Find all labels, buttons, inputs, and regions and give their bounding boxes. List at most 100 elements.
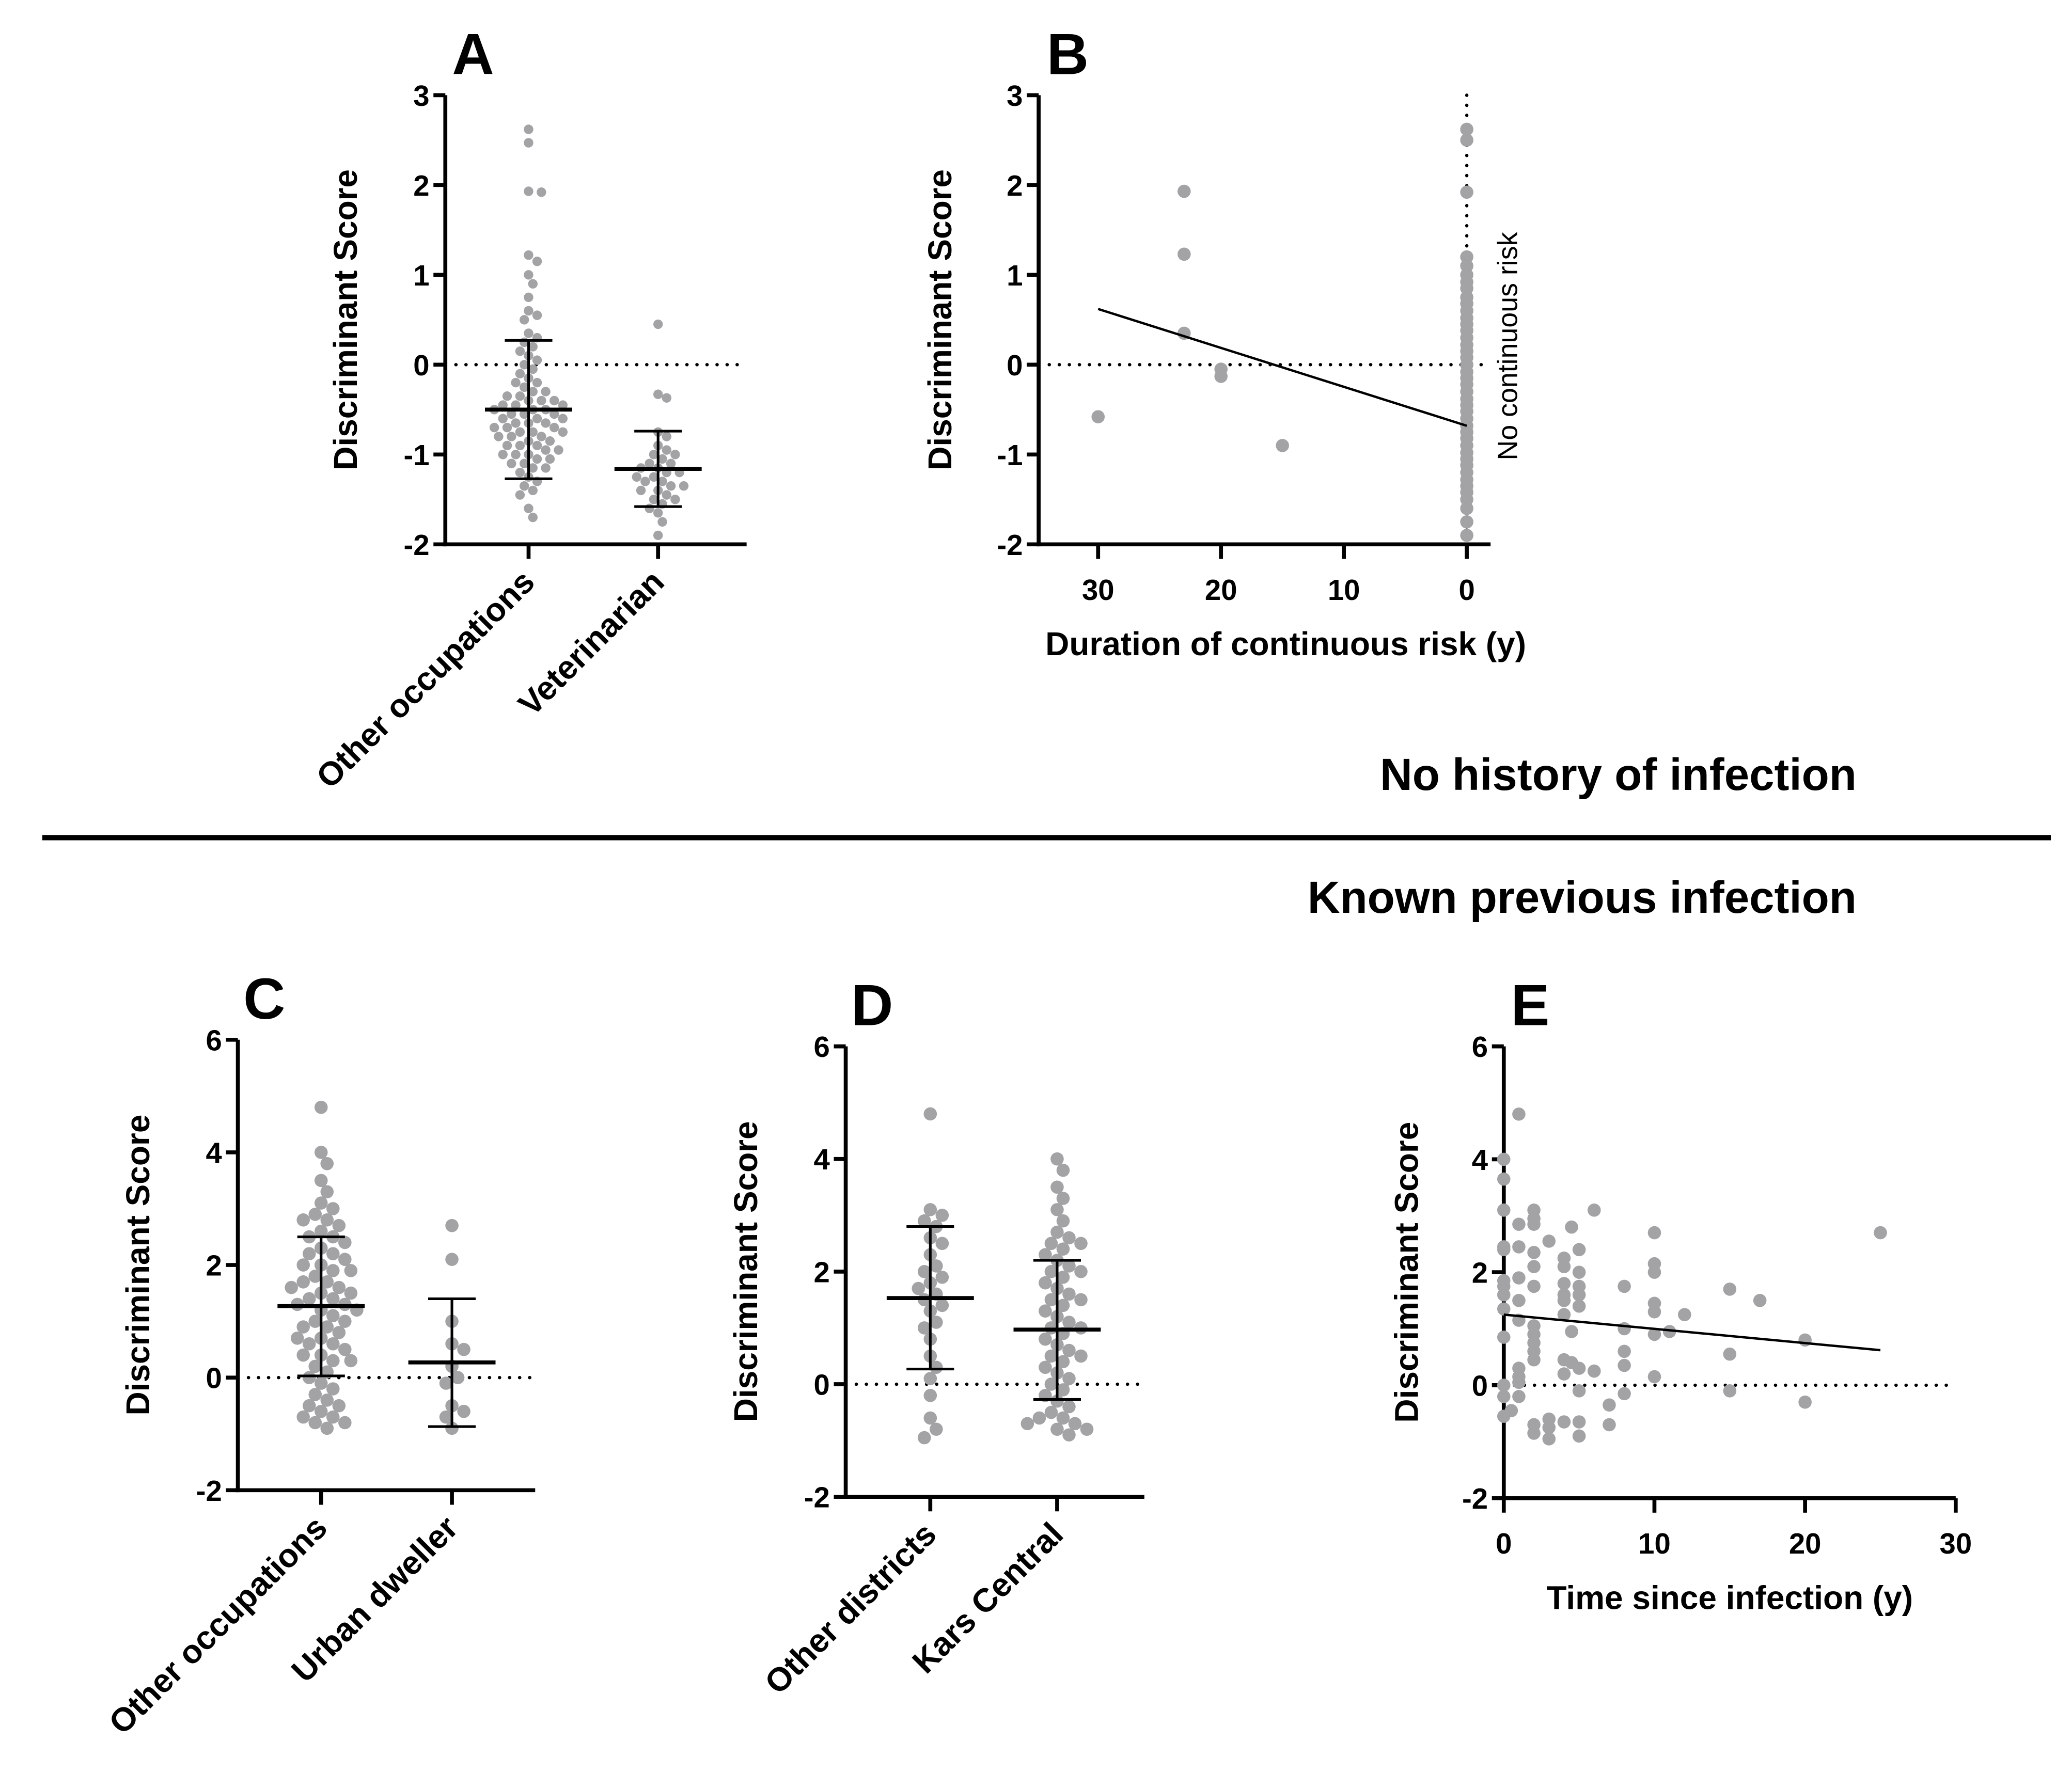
data-point [1062,1287,1076,1301]
data-point [1723,1347,1737,1361]
data-point [498,450,508,460]
data-point [1647,1370,1661,1384]
data-point [1460,133,1473,147]
data-point [1527,1353,1541,1367]
data-point [645,503,654,513]
data-point [524,503,533,513]
data-point [308,1388,322,1401]
data-point [314,1146,328,1159]
data-point [545,436,555,446]
x-tick-label: 10 [1638,1527,1671,1560]
y-tick-label: 0 [814,1368,830,1401]
data-point [314,1196,328,1210]
data-point [662,393,672,403]
data-point [532,440,542,451]
data-point [917,1265,931,1278]
data-point [1618,1279,1631,1293]
data-point [558,400,568,410]
data-point [528,512,538,523]
data-point [1074,1293,1088,1307]
data-point [558,427,568,437]
data-point [935,1299,949,1312]
y-tick-label: 0 [1472,1369,1488,1402]
data-point [1062,1343,1076,1357]
data-point [1044,1349,1058,1363]
data-point [1062,1400,1076,1414]
section-title-known-infection: Known previous infection [1308,873,1857,923]
data-point [1565,1220,1578,1234]
x-tick-label: 20 [1789,1527,1822,1560]
data-point [1460,515,1473,529]
x-tick-label: 0 [1458,574,1474,606]
panel-D: D Discriminant Score -2 0 2 4 6 Other districts… [727,973,1147,1701]
data-point [439,1410,453,1424]
data-point [1572,1265,1586,1279]
y-axis-label: Discriminant Score [727,1121,764,1422]
data-point [1074,1265,1088,1278]
data-point [524,124,533,134]
data-point [1032,1411,1046,1425]
data-point [308,1359,322,1373]
data-point [1056,1163,1070,1177]
data-point [344,1264,358,1277]
data-point [326,1410,340,1424]
data-point [1497,1172,1511,1186]
data-point [935,1208,949,1222]
data-point [1056,1383,1070,1397]
data-point [532,355,542,365]
data-point [332,1326,346,1339]
data-point [457,1404,470,1418]
data-point [657,477,667,486]
data-point [1074,1237,1088,1250]
data-point [338,1315,352,1328]
data-point [670,450,680,460]
data-point [1497,1204,1511,1217]
data-point [1068,1417,1082,1431]
y-tick-label: 1 [413,259,429,292]
data-point [657,454,667,464]
y-tick-label: 2 [206,1249,222,1282]
data-point [1497,1379,1511,1392]
y-tick-label: 3 [413,80,429,112]
data-point [1044,1265,1058,1278]
data-point [549,409,559,419]
data-point [558,414,568,423]
data-point [308,1208,322,1221]
data-point [1460,185,1473,199]
data-point [917,1214,931,1228]
data-point [1512,1375,1526,1389]
data-point [344,1354,358,1368]
data-point [1603,1398,1616,1412]
data-point [1044,1237,1058,1250]
data-point [917,1321,931,1335]
data-point [1512,1217,1526,1231]
data-point [457,1342,470,1356]
data-point [636,485,646,496]
data-point [332,1218,346,1232]
data-point [662,445,672,455]
y-tick-label: -1 [404,439,430,471]
data-point [320,1421,334,1435]
data-point [1723,1283,1737,1296]
data-point [649,495,659,504]
data-point [1062,1372,1076,1385]
data-point [1618,1358,1631,1372]
regression-line [1097,308,1467,427]
data-point [1039,1332,1052,1346]
data-point [1557,1415,1571,1429]
data-point [507,458,516,468]
data-point [320,1213,334,1227]
y-tick-label: 6 [1472,1031,1488,1063]
data-point [519,481,529,491]
data-point [1557,1277,1571,1290]
data-point [296,1258,310,1272]
data-point [1050,1180,1064,1194]
data-point [338,1342,352,1356]
data-point [1044,1293,1058,1307]
y-tick-label: 0 [1007,349,1023,382]
data-point [511,377,521,388]
data-point [302,1371,316,1384]
data-point [445,1218,459,1232]
data-point [445,1421,459,1435]
data-point [1512,1107,1526,1121]
